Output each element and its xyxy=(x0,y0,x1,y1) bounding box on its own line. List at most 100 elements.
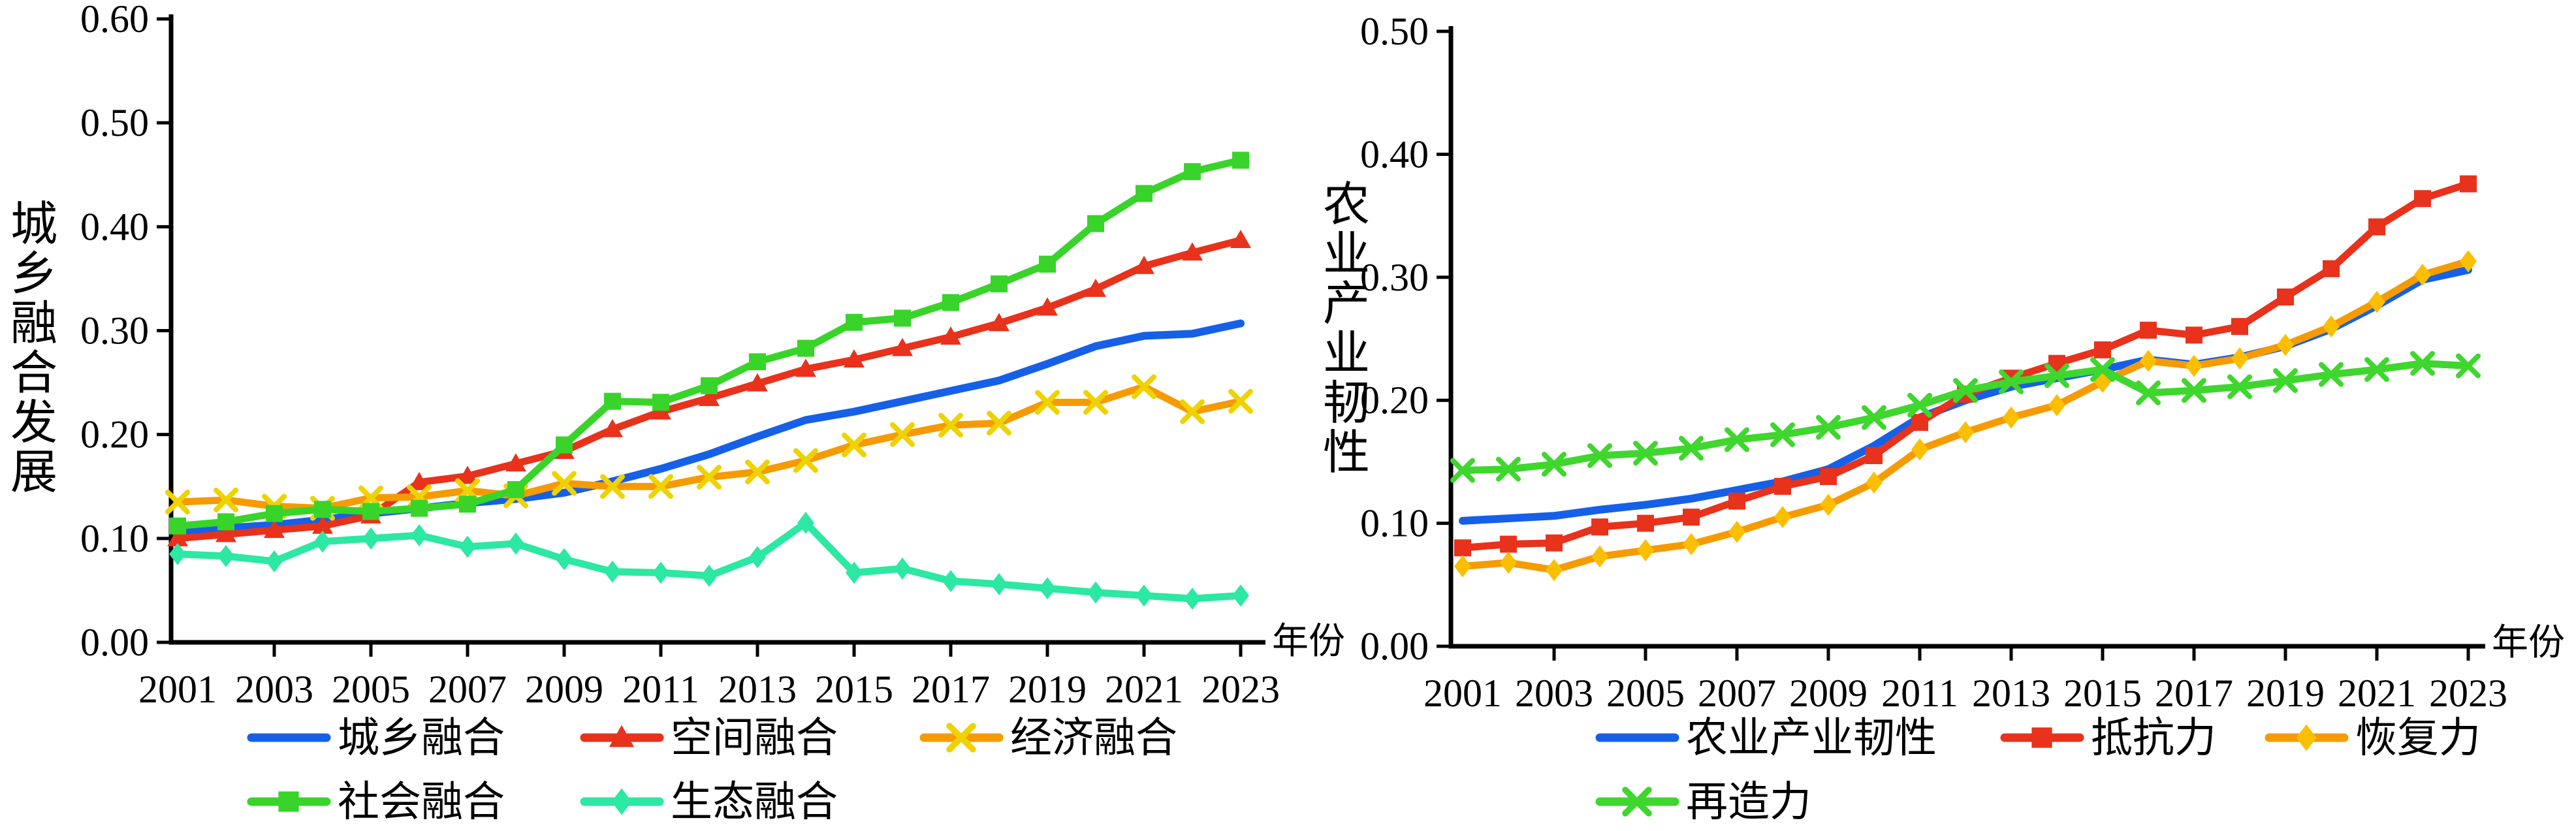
series-marker-恢复力 xyxy=(2048,394,2065,416)
legend-marker-社会融合 xyxy=(278,791,299,812)
series-marker-恢复力 xyxy=(2460,250,2477,273)
series-marker-空间融合 xyxy=(457,465,478,484)
series-marker-恢复力 xyxy=(1546,559,1563,582)
x-tick-label: 2017 xyxy=(912,668,990,711)
x-tick-label: 2009 xyxy=(525,668,603,711)
series-marker-抵抗力 xyxy=(1774,478,1791,495)
series-marker-社会融合 xyxy=(411,499,428,517)
series-marker-空间融合 xyxy=(602,418,623,437)
series-marker-恢复力 xyxy=(2368,290,2385,313)
x-tick-label: 2003 xyxy=(235,668,313,711)
series-marker-恢复力 xyxy=(1500,551,1517,574)
legend-label-生态融合: 生态融合 xyxy=(671,779,838,825)
series-marker-恢复力 xyxy=(2186,354,2202,377)
series-marker-抵抗力 xyxy=(1866,447,1883,464)
series-marker-抵抗力 xyxy=(2460,175,2477,193)
x-tick-label: 2005 xyxy=(332,668,410,711)
series-marker-经济融合 xyxy=(648,474,673,499)
y-tick-label: 0.20 xyxy=(80,413,149,456)
series-marker-生态融合 xyxy=(846,561,863,584)
series-marker-抵抗力 xyxy=(2186,326,2202,344)
x-tick-label: 2013 xyxy=(718,668,797,711)
series-marker-恢复力 xyxy=(1637,539,1654,562)
series-marker-经济融合 xyxy=(987,411,1011,436)
series-marker-社会融合 xyxy=(169,517,186,535)
x-tick-label: 2019 xyxy=(2246,672,2325,715)
series-marker-经济融合 xyxy=(1132,374,1156,400)
y-tick-label: 0.30 xyxy=(1360,256,1429,299)
y-tick-label: 0.10 xyxy=(80,517,149,560)
series-marker-生态融合 xyxy=(507,532,524,555)
series-marker-生态融合 xyxy=(556,548,573,571)
legend-marker-抵抗力 xyxy=(2031,727,2052,748)
legend-label-农业产业韧性: 农业产业韧性 xyxy=(1686,715,1937,761)
series-marker-社会融合 xyxy=(652,394,669,411)
series-marker-生态融合 xyxy=(894,557,911,580)
legend-marker-空间融合 xyxy=(609,725,635,747)
series-marker-抵抗力 xyxy=(2094,341,2111,358)
x-tick-label: 2015 xyxy=(815,668,893,711)
x-tick-label: 2003 xyxy=(1515,672,1593,715)
y-tick-label: 0.40 xyxy=(80,205,149,248)
series-marker-再造力 xyxy=(1587,443,1612,468)
series-marker-经济融合 xyxy=(793,448,818,473)
series-marker-生态融合 xyxy=(1184,588,1201,610)
series-marker-生态融合 xyxy=(1039,577,1056,600)
y-axis-title: 业 xyxy=(1323,328,1370,380)
series-marker-经济融合 xyxy=(697,464,722,490)
series-line-生态融合 xyxy=(174,519,1245,603)
series-marker-抵抗力 xyxy=(1454,539,1471,557)
series-marker-再造力 xyxy=(2319,362,2344,387)
series-marker-再造力 xyxy=(1633,441,1658,466)
x-tick-label: 2001 xyxy=(1423,672,1502,715)
series-marker-恢复力 xyxy=(1454,555,1471,578)
legend-marker-恢复力 xyxy=(2296,724,2317,751)
series-marker-经济融合 xyxy=(1035,390,1060,415)
series-marker-抵抗力 xyxy=(2414,190,2431,208)
series-marker-抵抗力 xyxy=(2323,260,2340,277)
series-marker-社会融合 xyxy=(459,495,476,513)
series-marker-社会融合 xyxy=(1039,255,1056,273)
series-marker-经济融合 xyxy=(1083,390,1108,415)
series-marker-恢复力 xyxy=(2323,315,2340,338)
series-marker-恢复力 xyxy=(2003,406,2020,429)
series-marker-社会融合 xyxy=(362,503,379,520)
y-tick-label: 0.50 xyxy=(80,101,149,144)
series-marker-再造力 xyxy=(2273,368,2298,394)
series-marker-恢复力 xyxy=(1591,545,1608,568)
y-tick-label: 0.50 xyxy=(1360,10,1429,53)
y-tick-label: 0.40 xyxy=(1360,133,1429,176)
legend-label-社会融合: 社会融合 xyxy=(338,779,505,825)
series-line-抵抗力 xyxy=(1459,180,2472,552)
y-axis-title: 性 xyxy=(1323,427,1370,479)
series-marker-再造力 xyxy=(1725,427,1749,452)
series-marker-空间融合 xyxy=(844,349,865,368)
series-marker-再造力 xyxy=(1770,422,1795,447)
series-marker-抵抗力 xyxy=(2231,318,2248,336)
y-tick-label: 0.00 xyxy=(1360,625,1429,668)
series-marker-空间融合 xyxy=(989,313,1010,332)
series-marker-社会融合 xyxy=(1184,163,1201,180)
series-marker-恢复力 xyxy=(1683,533,1700,556)
series-marker-恢复力 xyxy=(2140,349,2157,372)
series-marker-空间融合 xyxy=(1182,242,1203,261)
series-marker-生态融合 xyxy=(749,546,766,569)
series-marker-生态融合 xyxy=(266,550,283,572)
series-marker-生态融合 xyxy=(604,560,621,583)
series-marker-社会融合 xyxy=(749,353,766,371)
legend-label-空间融合: 空间融合 xyxy=(671,715,838,761)
series-marker-空间融合 xyxy=(940,326,961,345)
series-marker-抵抗力 xyxy=(1591,518,1608,536)
y-axis-title: 合 xyxy=(10,347,57,400)
series-marker-恢复力 xyxy=(1820,494,1837,516)
x-tick-label: 2011 xyxy=(622,668,699,711)
series-marker-抵抗力 xyxy=(1500,535,1517,553)
x-tick-label: 2023 xyxy=(1201,668,1280,711)
series-marker-空间融合 xyxy=(892,337,913,356)
series-marker-经济融合 xyxy=(552,471,577,496)
series-marker-生态融合 xyxy=(314,530,331,553)
series-marker-社会融合 xyxy=(942,294,959,311)
y-axis-title: 乡 xyxy=(10,248,57,300)
series-marker-社会融合 xyxy=(556,436,573,454)
